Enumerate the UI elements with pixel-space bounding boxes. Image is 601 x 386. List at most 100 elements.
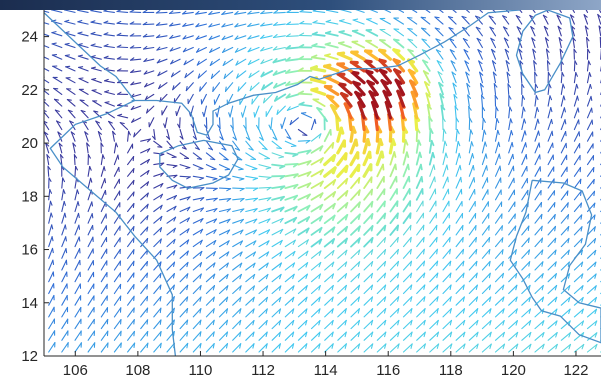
- wind-vector: [100, 260, 108, 271]
- wind-vector: [477, 49, 483, 60]
- wind-vector: [47, 165, 51, 177]
- wind-vector: [560, 249, 570, 259]
- wind-vector: [336, 190, 349, 201]
- wind-vector: [468, 141, 474, 154]
- wind-vector: [521, 213, 530, 224]
- wind-vector: [223, 70, 234, 79]
- wind-vector: [324, 296, 334, 306]
- wind-vector: [258, 296, 268, 306]
- wind-vector: [494, 106, 499, 119]
- wind-vector: [297, 182, 312, 190]
- wind-vector: [468, 225, 477, 236]
- wind-vector: [337, 319, 347, 330]
- wind-vector: [245, 208, 258, 213]
- wind-vector: [87, 307, 95, 318]
- wind-vector: [179, 175, 191, 180]
- wind-vector: [481, 284, 492, 295]
- axes: 106 108 110 112 114 116 118 120 122 12 14 16 18 20 22 2…: [21, 10, 601, 379]
- wind-vector: [245, 273, 256, 283]
- wind-vector: [192, 262, 203, 271]
- wind-vector: [140, 272, 148, 283]
- wind-vector: [208, 35, 221, 41]
- wind-vector: [349, 151, 360, 167]
- wind-vector: [87, 236, 94, 248]
- wind-vector: [100, 295, 108, 306]
- wind-vector: [545, 10, 549, 13]
- wind-vector: [376, 200, 386, 213]
- wind-vector: [586, 131, 594, 142]
- wind-vector: [521, 177, 528, 189]
- wind-vector: [158, 82, 168, 90]
- wind-vector: [272, 70, 287, 76]
- wind-vector: [153, 193, 164, 201]
- wind-vector: [312, 20, 326, 25]
- wind-vector: [44, 44, 50, 49]
- wind-vector: [494, 284, 505, 295]
- wind-vector: [284, 151, 299, 158]
- wind-vector: [494, 141, 501, 154]
- wind-vector: [299, 10, 313, 13]
- wind-vector: [168, 10, 181, 15]
- wind-vector: [310, 157, 324, 166]
- wind-vector: [389, 151, 397, 166]
- wind-vector: [508, 225, 517, 236]
- wind-vector: [310, 168, 324, 178]
- wind-vector: [48, 283, 55, 295]
- wind-vector: [311, 31, 326, 37]
- wind-vector: [156, 34, 168, 39]
- wind-vector: [323, 84, 340, 97]
- wind-vector: [232, 208, 245, 213]
- wind-vector: [323, 214, 336, 225]
- wind-vector: [284, 262, 296, 271]
- wind-vector: [455, 331, 466, 341]
- wind-vector: [44, 33, 50, 37]
- wind-vector: [245, 240, 257, 248]
- wind-vector: [547, 249, 557, 259]
- wind-vector: [127, 143, 134, 154]
- wind-vector: [179, 152, 190, 159]
- wind-vector: [481, 201, 489, 213]
- wind-vector: [573, 237, 583, 248]
- wind-vector: [261, 81, 274, 91]
- wind-vector: [586, 202, 596, 213]
- wind-vector: [90, 10, 102, 13]
- y-tick-label: 24: [21, 29, 38, 46]
- wind-vector: [258, 285, 269, 295]
- wind-vector: [494, 94, 499, 107]
- wind-vector: [363, 188, 374, 201]
- wind-vector: [508, 177, 515, 189]
- wind-vector: [74, 165, 78, 177]
- wind-vector: [363, 249, 374, 259]
- wind-vector: [363, 225, 374, 236]
- wind-vector: [218, 198, 232, 202]
- wind-vector: [202, 105, 207, 118]
- wind-vector: [494, 189, 502, 201]
- wind-vector: [573, 343, 585, 353]
- wind-vector: [140, 342, 149, 353]
- wind-vector: [376, 224, 387, 236]
- wind-vector: [232, 331, 242, 341]
- wind-vector: [73, 154, 78, 166]
- wind-vector: [221, 10, 234, 15]
- wind-vector: [192, 273, 202, 283]
- wind-vector: [285, 69, 300, 74]
- wind-vector: [183, 58, 194, 66]
- wind-vector: [205, 273, 216, 283]
- wind-vector: [48, 236, 54, 248]
- wind-vector: [153, 331, 162, 341]
- wind-vector: [127, 191, 135, 201]
- wind-vector: [338, 30, 352, 37]
- wind-vector: [205, 140, 214, 151]
- wind-vector: [298, 32, 313, 37]
- wind-vector: [508, 153, 515, 166]
- wind-vector: [166, 250, 176, 259]
- wind-vector: [586, 107, 593, 119]
- wind-vector: [455, 296, 465, 306]
- wind-vector: [297, 343, 308, 353]
- wind-vector: [323, 63, 340, 73]
- wind-vector: [468, 201, 476, 213]
- wind-vector: [438, 81, 444, 96]
- wind-vector: [112, 130, 116, 142]
- wind-vector: [51, 31, 63, 37]
- wind-vectors: [44, 10, 601, 353]
